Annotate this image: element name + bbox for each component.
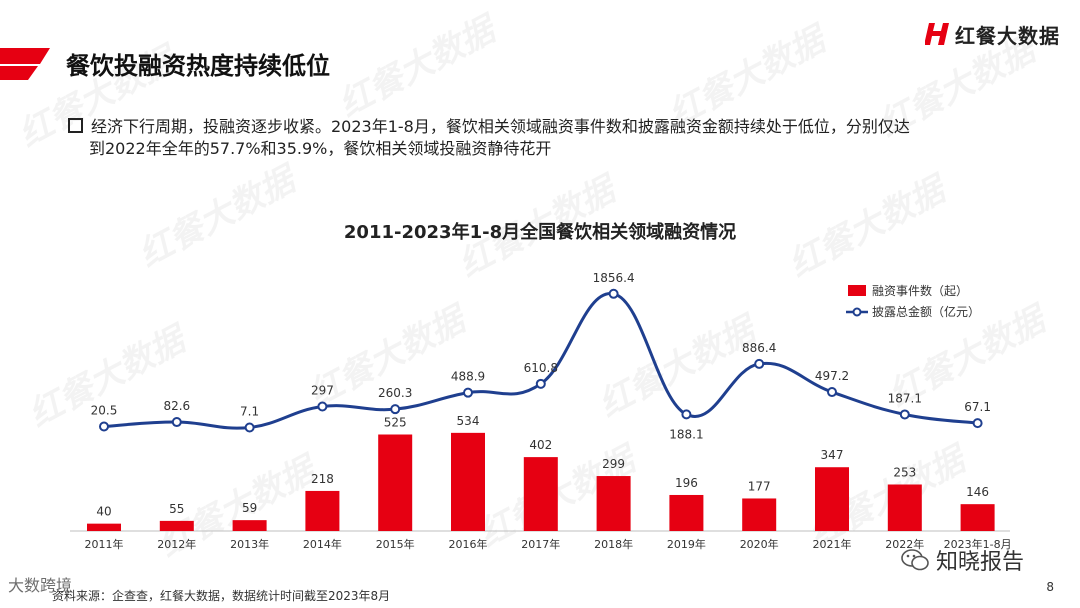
- line-label-5: 488.9: [451, 370, 485, 384]
- wechat-label: 知晓报告: [936, 550, 1025, 575]
- x-tick-label-4: 2015年: [376, 537, 415, 551]
- x-tick-label-3: 2014年: [303, 537, 342, 551]
- line-point-10: [827, 387, 837, 398]
- bar-9: [742, 498, 777, 531]
- line-label-3: 297: [311, 384, 334, 398]
- bar-10: [815, 467, 849, 531]
- bar-label-2: 59: [242, 501, 257, 515]
- square-bullet-icon: [68, 118, 83, 133]
- line-label-10: 497.2: [815, 369, 849, 383]
- bar-8: [669, 494, 704, 531]
- x-tick-label-9: 2020年: [740, 537, 779, 551]
- bar-label-3: 218: [311, 472, 334, 486]
- line-label-2: 7.1: [240, 404, 259, 418]
- x-tick-label-5: 2016年: [449, 537, 488, 551]
- page-title: 餐饮投融资热度持续低位: [66, 52, 330, 80]
- bar-label-4: 525: [384, 416, 407, 430]
- bar-0: [87, 523, 121, 531]
- bar-3: [305, 490, 340, 531]
- summary-line-1: 经济下行周期，投融资逐步收紧。2023年1-8月，餐饮相关领域融资事件数和披露融…: [91, 117, 910, 136]
- bar-11: [887, 484, 922, 531]
- line-label-9: 886.4: [742, 341, 776, 355]
- bar-label-0: 40: [96, 505, 111, 519]
- line-point-1: [171, 417, 182, 428]
- bar-label-9: 177: [748, 479, 771, 493]
- page-number: 8: [1046, 580, 1054, 594]
- line-label-8: 188.1: [669, 427, 703, 441]
- line-point-11: [899, 409, 910, 420]
- x-tick-label-2: 2013年: [230, 537, 269, 551]
- amount-line: [103, 292, 978, 430]
- logo-text: 红餐大数据: [955, 23, 1060, 48]
- bar-label-12: 146: [966, 485, 989, 499]
- bar-label-11: 253: [893, 465, 916, 479]
- line-point-5: [463, 387, 473, 398]
- logo-h-icon: [925, 23, 949, 45]
- x-tick-label-1: 2012年: [157, 537, 196, 551]
- bar-label-5: 534: [457, 414, 480, 428]
- chart-title: 2011-2023年1-8月全国餐饮相关领域融资情况: [343, 222, 737, 243]
- title-accent-shape: [0, 48, 50, 80]
- wechat-watermark: 知晓报告: [900, 544, 1024, 576]
- bar-5: [451, 432, 485, 531]
- bar-label-1: 55: [169, 502, 184, 516]
- bar-label-8: 196: [675, 476, 698, 490]
- line-point-3: [317, 401, 328, 412]
- legend-line-marker: [852, 307, 862, 317]
- line-point-6: [535, 378, 546, 389]
- line-point-0: [99, 421, 109, 432]
- data-source-note: 资料来源：企查查，红餐大数据，数据统计时间截至2023年8月: [52, 589, 391, 603]
- line-point-8: [681, 409, 692, 420]
- line-label-0: 20.5: [91, 404, 118, 418]
- x-tick-label-0: 2011年: [85, 537, 124, 551]
- line-label-11: 187.1: [888, 391, 922, 405]
- bar-label-6: 402: [529, 438, 552, 452]
- line-label-6: 610.8: [524, 361, 558, 375]
- corner-mark: 大数跨境: [8, 576, 73, 595]
- line-label-1: 82.6: [163, 399, 190, 413]
- legend-bar-label: 融资事件数（起）: [872, 283, 968, 298]
- bar-label-10: 347: [821, 448, 844, 462]
- x-tick-label-8: 2019年: [667, 537, 706, 551]
- line-point-9: [754, 358, 765, 369]
- line-point-7: [608, 288, 619, 299]
- wechat-icon: [901, 549, 929, 571]
- bar-4: [378, 434, 413, 531]
- x-tick-label-12: 2023年1-8月: [944, 537, 1012, 551]
- x-tick-label-10: 2021年: [813, 537, 852, 551]
- line-label-12: 67.1: [964, 400, 991, 414]
- bar-6: [523, 457, 558, 531]
- legend-line-label: 披露总金额（亿元）: [872, 304, 980, 319]
- line-point-4: [390, 404, 401, 415]
- line-point-2: [244, 422, 255, 433]
- summary-line-2: 到2022年全年的57.7%和35.9%，餐饮相关领域投融资静待花开: [89, 139, 552, 158]
- bar-7: [596, 476, 631, 531]
- legend-bar-swatch: [848, 285, 866, 296]
- line-label-7: 1856.4: [593, 271, 635, 285]
- x-tick-label-6: 2017年: [521, 537, 560, 551]
- brand-logo: 红餐大数据: [925, 20, 1060, 48]
- bar-12: [960, 504, 995, 531]
- bar-label-7: 299: [602, 457, 625, 471]
- summary-bullet: 经济下行周期，投融资逐步收紧。2023年1-8月，餐饮相关领域融资事件数和披露融…: [68, 116, 1028, 160]
- bar-2: [232, 520, 267, 531]
- x-tick-label-7: 2018年: [594, 537, 633, 551]
- bar-1: [159, 520, 194, 531]
- line-label-4: 260.3: [378, 386, 412, 400]
- line-point-12: [972, 418, 983, 429]
- x-tick-label-11: 2022年: [885, 537, 924, 551]
